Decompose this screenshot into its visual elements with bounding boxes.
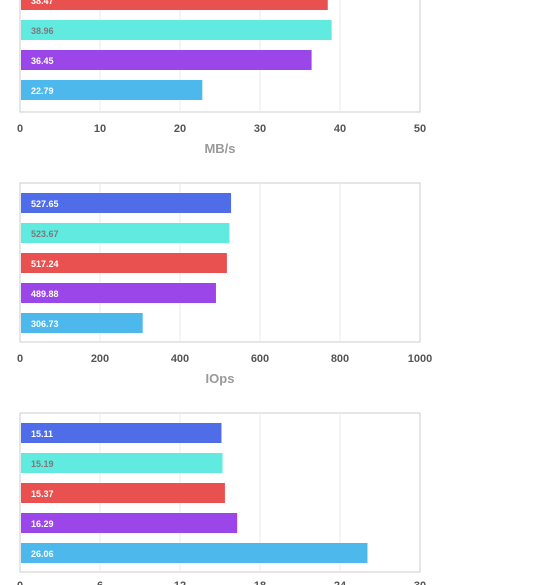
bar-value-label: 15.19	[31, 459, 54, 469]
x-tick-label: 30	[414, 580, 426, 585]
bar	[21, 0, 328, 10]
x-tick-label: 0	[17, 123, 23, 135]
bar-value-label: 15.37	[31, 489, 54, 499]
x-tick-label: 18	[254, 580, 266, 585]
iops-chart: 527.65 523.67 517.24 489.88 306.73 0 200 400 600…	[17, 182, 432, 386]
bar-value-label: 38.47	[31, 0, 54, 6]
bar	[21, 253, 227, 273]
x-tick-label: 0	[17, 353, 23, 365]
x-tick-label: 6	[97, 580, 103, 585]
x-tick-label: 50	[414, 123, 426, 135]
x-tick-label: 800	[331, 353, 349, 365]
bar	[21, 80, 203, 100]
x-tick-label: 20	[174, 123, 186, 135]
x-axis-title: IOps	[206, 371, 235, 386]
x-tick-label: 10	[94, 123, 106, 135]
bar-value-label: 38.96	[31, 26, 54, 36]
throughput-chart: 38.47 38.96 36.45 22.79 0 10 20 30 40 50 MB/s	[17, 0, 426, 156]
bar-value-label: 16.29	[31, 519, 54, 529]
bar	[21, 453, 223, 473]
bar	[21, 313, 143, 333]
x-tick-label: 30	[254, 123, 266, 135]
x-tick-label: 40	[334, 123, 346, 135]
bar	[21, 483, 225, 503]
bar-value-label: 517.24	[31, 259, 59, 269]
x-axis-title: MB/s	[204, 141, 235, 156]
bar	[21, 50, 312, 70]
x-tick-label: 0	[17, 580, 23, 585]
bar-value-label: 15.11	[31, 429, 53, 439]
bar-value-label: 489.88	[31, 289, 59, 299]
x-tick-label: 400	[171, 353, 189, 365]
bar	[21, 193, 232, 213]
bar-value-label: 527.65	[31, 199, 59, 209]
bar-value-label: 22.79	[31, 86, 54, 96]
bar-value-label: 306.73	[31, 319, 59, 329]
x-tick-label: 1000	[408, 353, 432, 365]
bar-value-label: 523.67	[31, 229, 59, 239]
bar	[21, 513, 238, 533]
bar-value-label: 36.45	[31, 56, 54, 66]
bar	[21, 283, 216, 303]
x-tick-label: 12	[174, 580, 186, 585]
x-tick-label: 24	[334, 580, 347, 585]
bar-value-label: 26.06	[31, 549, 54, 559]
bar	[21, 423, 222, 443]
x-tick-label: 600	[251, 353, 269, 365]
bar	[21, 543, 368, 563]
bar	[21, 20, 332, 40]
x-tick-label: 200	[91, 353, 109, 365]
latency-chart: 15.11 15.19 15.37 16.29 26.06 0 6 12 18 24 30	[17, 412, 426, 585]
bar	[21, 223, 230, 243]
